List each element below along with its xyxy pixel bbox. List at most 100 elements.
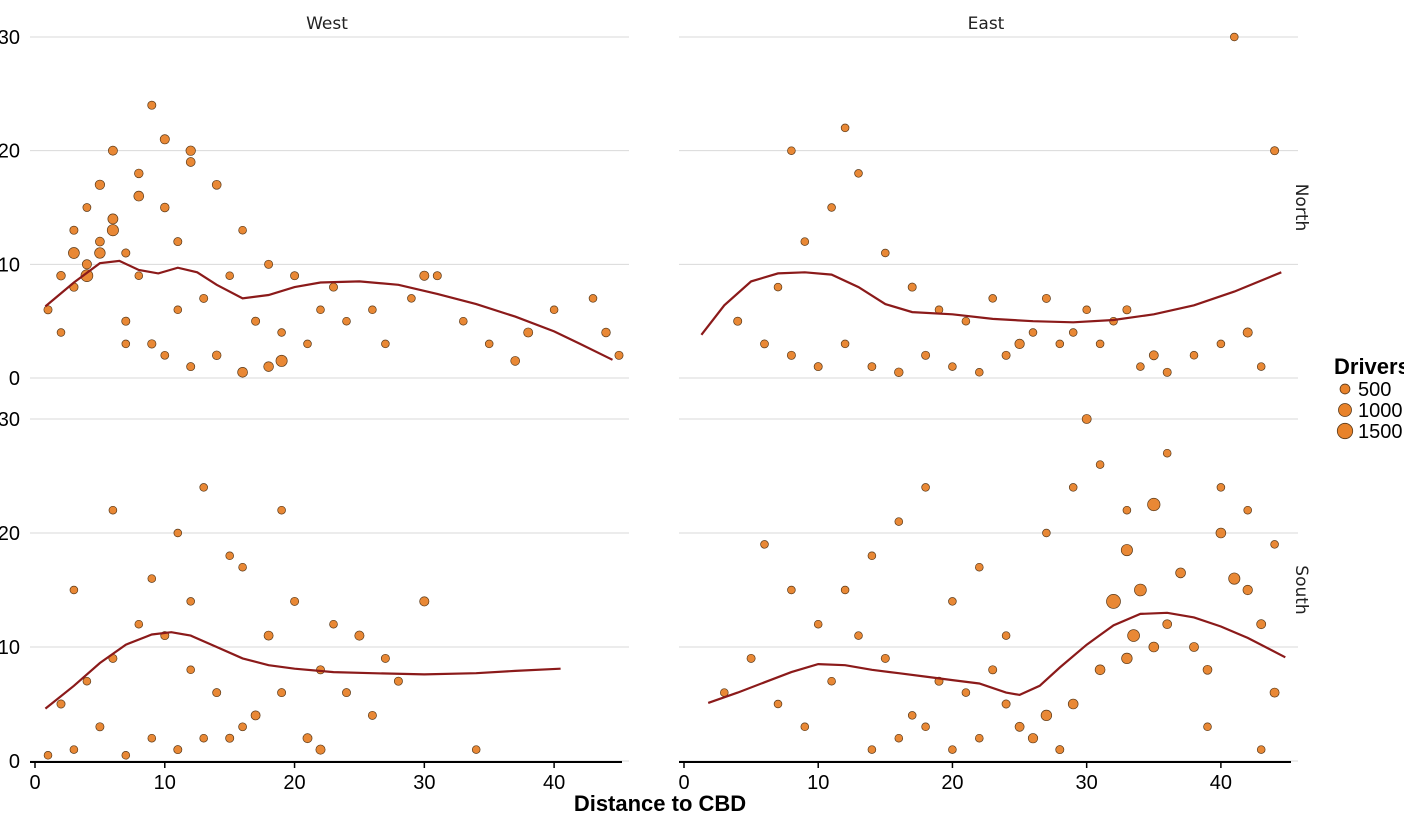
- data-point: [988, 665, 998, 675]
- data-point: [225, 733, 235, 743]
- data-point: [1189, 351, 1199, 360]
- data-point: [173, 745, 183, 755]
- data-point: [432, 271, 442, 281]
- data-point: [199, 733, 208, 743]
- data-point: [1014, 338, 1025, 350]
- data-point: [368, 305, 377, 315]
- data-point: [238, 225, 247, 235]
- data-point: [238, 562, 247, 572]
- data-point: [1148, 350, 1159, 361]
- y-tick-label: 10: [0, 254, 20, 276]
- data-point: [854, 169, 863, 178]
- data-point: [1120, 544, 1133, 557]
- data-point: [381, 339, 390, 349]
- data-point: [121, 248, 131, 258]
- data-point: [1202, 664, 1213, 675]
- data-point: [733, 316, 743, 326]
- data-point: [106, 224, 119, 237]
- x-tick-label: 40: [543, 772, 565, 794]
- data-point: [68, 247, 80, 259]
- data-point: [894, 733, 904, 743]
- data-point: [69, 585, 79, 595]
- data-point: [813, 619, 823, 629]
- data-point: [948, 597, 957, 606]
- data-point: [921, 350, 931, 360]
- y-tick-label: 10: [0, 637, 20, 659]
- data-point: [1041, 293, 1051, 303]
- data-point: [121, 316, 131, 326]
- data-point: [315, 744, 326, 755]
- smooth-line: [700, 271, 1282, 336]
- data-point: [961, 688, 971, 697]
- data-point: [1055, 745, 1065, 755]
- data-point: [275, 354, 288, 367]
- data-point: [380, 653, 390, 663]
- data-point: [185, 157, 196, 167]
- x-tick-label: 20: [283, 772, 305, 794]
- data-point: [419, 270, 430, 281]
- data-point: [160, 202, 170, 213]
- data-point: [329, 619, 338, 629]
- data-point: [302, 733, 313, 744]
- data-point: [988, 294, 997, 303]
- data-point: [867, 551, 877, 561]
- data-point: [303, 339, 312, 349]
- data-point: [601, 327, 611, 338]
- x-tick-label: 30: [1076, 772, 1098, 794]
- data-point: [407, 294, 416, 303]
- facet-panel: [679, 32, 1298, 379]
- y-tick-label: 0: [9, 368, 20, 390]
- data-point: [1270, 146, 1280, 156]
- data-point: [1121, 652, 1133, 665]
- data-point: [56, 271, 66, 281]
- data-point: [1162, 367, 1172, 377]
- data-point: [250, 710, 261, 721]
- y-tick-label: 20: [0, 523, 20, 545]
- data-point: [1147, 497, 1161, 512]
- data-point: [393, 676, 403, 686]
- data-point: [1256, 619, 1267, 630]
- legend-label: 1500: [1358, 421, 1403, 443]
- data-point: [69, 225, 79, 235]
- data-point: [921, 722, 930, 732]
- data-point: [1042, 528, 1051, 538]
- data-point: [329, 282, 338, 292]
- data-point: [1082, 305, 1091, 315]
- data-point: [147, 100, 157, 110]
- data-point: [133, 190, 145, 202]
- data-point: [840, 123, 850, 133]
- x-axis-title: Distance to CBD: [574, 791, 746, 816]
- legend-label: 500: [1358, 379, 1391, 401]
- column-strip-label: West: [306, 14, 348, 34]
- data-point: [342, 688, 351, 698]
- data-point: [1014, 721, 1025, 732]
- x-tick-label: 40: [1210, 772, 1232, 794]
- data-point: [1242, 327, 1253, 338]
- data-point: [907, 282, 917, 292]
- data-point: [471, 745, 481, 754]
- data-point: [588, 294, 598, 303]
- data-point: [342, 316, 351, 326]
- data-point: [94, 179, 106, 190]
- data-point: [1094, 664, 1106, 676]
- y-tick-label: 30: [0, 27, 20, 49]
- data-point: [1106, 594, 1121, 609]
- data-point: [773, 699, 783, 709]
- data-point: [1216, 483, 1226, 492]
- data-point: [1162, 448, 1172, 458]
- data-point: [1081, 414, 1092, 424]
- data-point: [840, 585, 850, 595]
- data-point: [1040, 709, 1053, 722]
- legend-label: 1000: [1358, 400, 1403, 422]
- data-point: [277, 688, 287, 698]
- data-point: [160, 350, 170, 360]
- data-point: [1068, 483, 1078, 492]
- data-point: [263, 361, 274, 372]
- data-point: [1127, 629, 1140, 642]
- data-point: [186, 665, 195, 675]
- data-point: [80, 269, 94, 282]
- data-point: [881, 248, 890, 258]
- smooth-line: [44, 259, 613, 361]
- data-point: [549, 305, 559, 315]
